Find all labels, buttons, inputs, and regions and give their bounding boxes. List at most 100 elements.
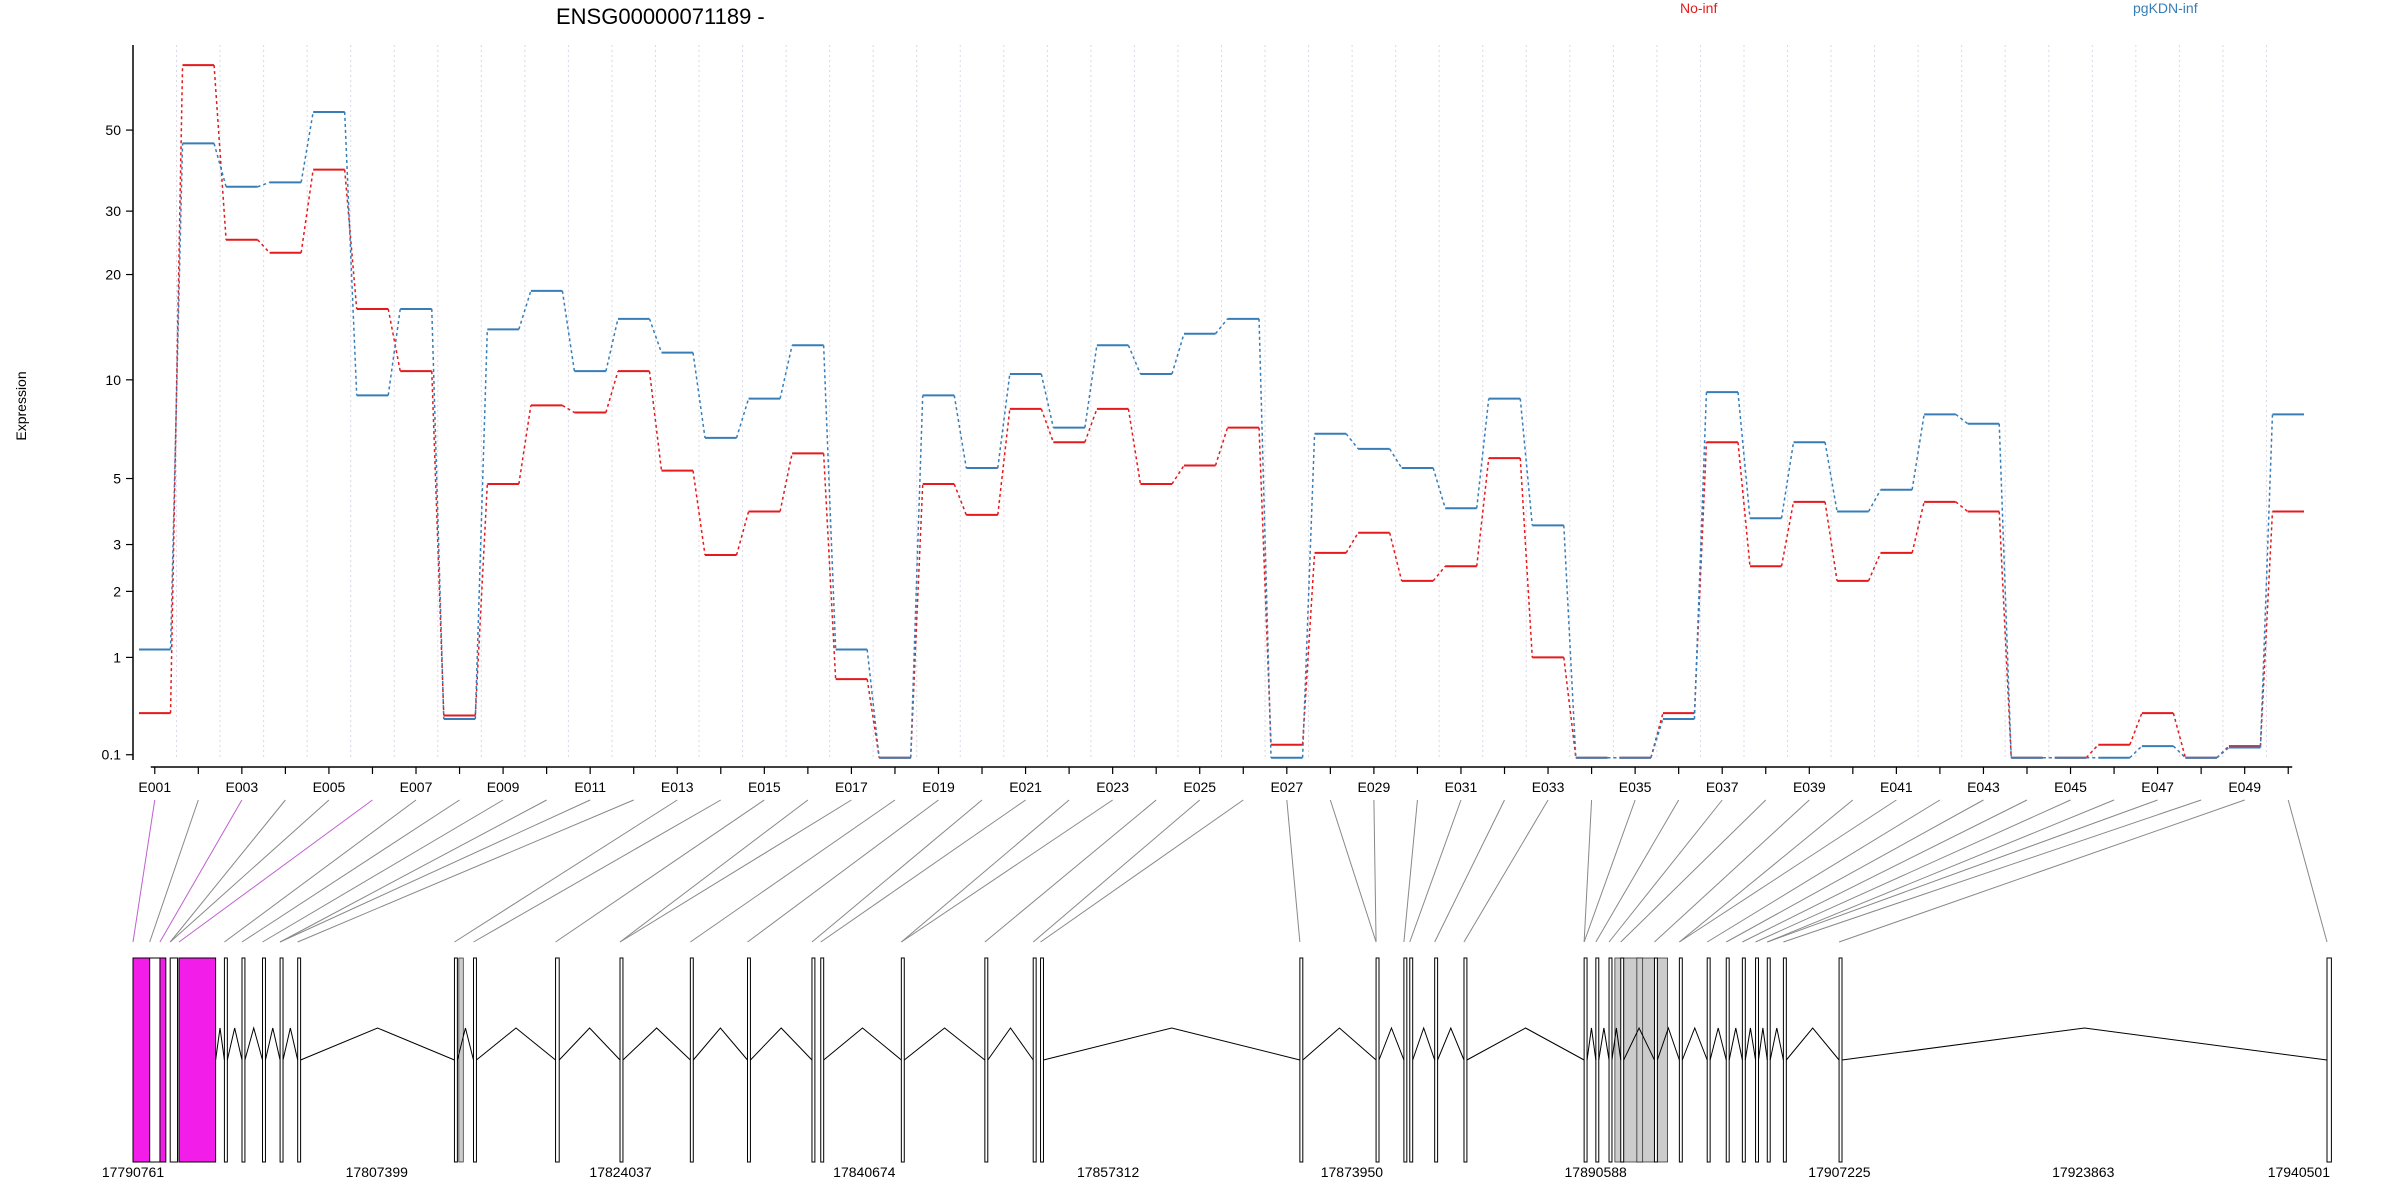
series-connector bbox=[909, 484, 924, 758]
exon-block bbox=[169, 957, 179, 1163]
intron-line bbox=[264, 1027, 281, 1061]
intron-line bbox=[1611, 1027, 1622, 1061]
intron-line bbox=[1412, 1026, 1436, 1061]
intron-line bbox=[1757, 1027, 1768, 1061]
genomic-tick-label: 17807399 bbox=[346, 1164, 409, 1180]
series-connector bbox=[1824, 501, 1838, 581]
series-pgkdn-inf bbox=[139, 110, 2304, 759]
genomic-axis: 17790761 17807399 17824037 17840674 17857312… bbox=[102, 1164, 2330, 1180]
intron-line bbox=[750, 1027, 813, 1061]
series-connector bbox=[1998, 423, 2012, 758]
exon-block bbox=[1620, 957, 1625, 1163]
series-connector bbox=[692, 470, 706, 556]
connector-line bbox=[224, 799, 417, 943]
y-tick-label: 20 bbox=[105, 267, 121, 283]
grey-exon-block bbox=[458, 957, 464, 1163]
series-connector bbox=[909, 395, 924, 758]
intron-line bbox=[1728, 1027, 1743, 1061]
series-connector bbox=[1911, 501, 1925, 554]
x-tick-label: E019 bbox=[922, 779, 955, 795]
intron-line bbox=[1623, 1026, 1655, 1061]
connector-line bbox=[241, 799, 460, 943]
x-tick-label: E023 bbox=[1096, 779, 1129, 795]
intron-line bbox=[226, 1027, 243, 1061]
exon-block bbox=[1403, 957, 1408, 1163]
intron-line bbox=[1681, 1026, 1708, 1061]
connector-line bbox=[149, 799, 199, 943]
x-tick-label: E039 bbox=[1793, 779, 1826, 795]
connector-line bbox=[1583, 799, 1636, 943]
x-tick-label: E043 bbox=[1967, 779, 2000, 795]
series-connector bbox=[1432, 467, 1446, 509]
x-tick-label: E035 bbox=[1619, 779, 1652, 795]
series-connector bbox=[1563, 657, 1577, 758]
series-connector bbox=[1475, 398, 1490, 509]
connector-line bbox=[1286, 799, 1301, 943]
gene-model bbox=[132, 957, 2332, 1163]
series-connector bbox=[2172, 712, 2187, 758]
series-connector bbox=[257, 181, 270, 188]
series-connector bbox=[518, 290, 532, 330]
genomic-tick-label: 17923863 bbox=[2052, 1164, 2115, 1180]
series-connector bbox=[387, 308, 401, 372]
connector-line bbox=[1583, 799, 1593, 943]
series-connector bbox=[2172, 745, 2186, 759]
y-tick-label: 3 bbox=[113, 537, 121, 553]
connector-line bbox=[1595, 799, 1680, 943]
intron-line bbox=[1709, 1027, 1727, 1061]
connector-line bbox=[159, 799, 243, 943]
connector-line bbox=[1329, 799, 1377, 943]
series-connector bbox=[1867, 552, 1882, 582]
connector-line bbox=[279, 799, 547, 943]
connector-line bbox=[1403, 799, 1418, 943]
connector-line bbox=[178, 799, 373, 943]
connector-line bbox=[1608, 799, 1723, 943]
exon-block bbox=[820, 957, 825, 1163]
series-connector bbox=[648, 371, 663, 471]
intron-line bbox=[1769, 1027, 1784, 1061]
series-connector bbox=[2216, 746, 2230, 759]
series-connector bbox=[605, 318, 619, 372]
connector-line bbox=[619, 799, 852, 943]
x-tick-label: E047 bbox=[2141, 779, 2174, 795]
intron-line bbox=[1586, 1027, 1597, 1061]
chart-title: ENSG00000071189 - bbox=[556, 4, 765, 29]
exon-block bbox=[472, 957, 477, 1163]
series-connector bbox=[474, 329, 489, 720]
x-tick-label: E049 bbox=[2228, 779, 2261, 795]
exon-block bbox=[1678, 957, 1683, 1163]
connector-line bbox=[1679, 799, 1854, 943]
intron-line bbox=[1841, 1027, 2328, 1061]
connector-line bbox=[1620, 799, 1767, 943]
connector-line bbox=[1767, 799, 2115, 943]
exon-block bbox=[1032, 957, 1037, 1163]
series-connector bbox=[1084, 345, 1098, 428]
series-connector bbox=[2129, 745, 2143, 759]
exon-block bbox=[1375, 957, 1380, 1163]
exon-block bbox=[1583, 957, 1588, 1163]
intron-line bbox=[476, 1027, 556, 1061]
exon-block bbox=[555, 957, 560, 1163]
connector-line bbox=[901, 799, 1113, 943]
connector-line bbox=[555, 799, 765, 943]
intron-line bbox=[1598, 1027, 1610, 1061]
series-connector bbox=[1693, 392, 1708, 720]
series-lines bbox=[139, 64, 2304, 759]
series-connector bbox=[1650, 718, 1664, 758]
exon-block bbox=[159, 957, 167, 1163]
exon-block bbox=[811, 957, 816, 1163]
exon-block bbox=[1299, 957, 1304, 1163]
series-connector bbox=[997, 373, 1011, 469]
series-connector bbox=[2085, 744, 2099, 759]
connector-line bbox=[2287, 799, 2328, 943]
series-connector bbox=[953, 395, 967, 469]
series-connector bbox=[1867, 489, 1882, 512]
series-connector bbox=[431, 308, 445, 720]
exon-block bbox=[1608, 957, 1613, 1163]
exon-block bbox=[1838, 957, 1843, 1163]
connector-line bbox=[1767, 799, 2158, 943]
series-connector bbox=[1519, 458, 1534, 658]
series-connector bbox=[257, 239, 271, 254]
connector-line bbox=[820, 799, 1026, 943]
series-connector bbox=[692, 352, 706, 439]
